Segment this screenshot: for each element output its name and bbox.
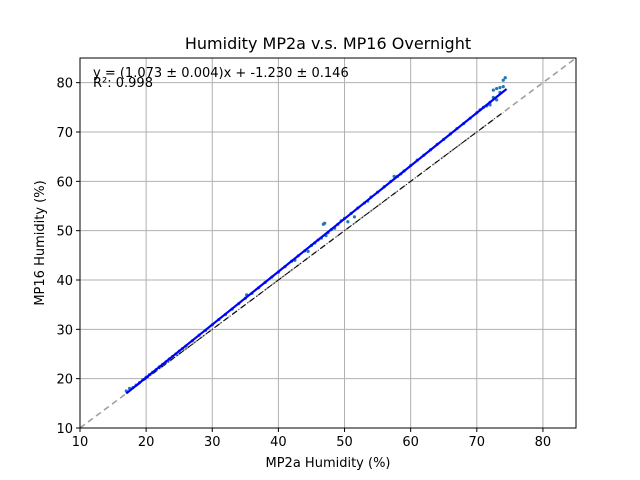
data-point-55 [352,215,357,219]
data-point-88 [501,78,505,82]
data-point-83 [491,88,495,92]
data-point-84 [495,86,499,91]
y-tick-label-30: 30 [56,323,73,338]
x-axis-label: MP2a Humidity (%) [266,456,391,471]
data-point-39 [306,249,310,253]
y-axis-ticks: 10 20 30 40 50 60 70 80 [56,77,80,437]
y-tick-label-50: 50 [56,225,73,240]
x-axis-ticks: 10 20 30 40 50 60 70 80 [72,428,551,450]
plot-frame [79,57,577,429]
x-tick-label-40: 40 [270,435,287,450]
data-point-87 [501,85,505,89]
y-tick-label-80: 80 [56,77,73,92]
y-tick-label-20: 20 [56,373,73,388]
x-tick-label-10: 10 [72,435,89,450]
y-tick-label-70: 70 [56,126,73,141]
data-point-45 [323,221,327,225]
r-squared: R²: 0.998 [93,76,153,91]
y-axis-label: MP16 Humidity (%) [33,180,48,305]
lines [80,58,576,428]
x-tick-label-60: 60 [402,435,419,450]
x-tick-label-50: 50 [336,435,353,450]
x-tick-label-30: 30 [204,435,221,450]
x-tick-label-80: 80 [535,435,552,450]
chart-title: Humidity MP2a v.s. MP16 Overnight [185,34,471,53]
x-tick-label-20: 20 [138,435,155,450]
fit-line [125,88,508,395]
reference-line [125,111,504,394]
data-point-85 [498,86,502,90]
y-tick-label-40: 40 [56,274,73,289]
fit-equation: y = (1.073 ± 0.004)x + -1.230 ± 0.146 [93,66,349,81]
y-tick-label-60: 60 [56,175,73,190]
x-tick-label-70: 70 [469,435,486,450]
data-point-53 [346,220,350,224]
data-point-89 [503,76,507,80]
data-point-90 [495,98,499,102]
y-tick-label-10: 10 [56,422,73,437]
